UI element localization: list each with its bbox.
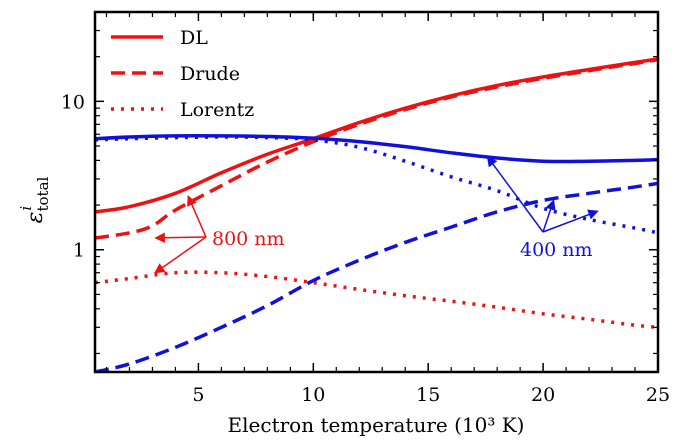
y-axis-label: εtotali <box>17 176 52 223</box>
series-line-lorentz-800nm <box>95 272 658 327</box>
x-axis-label: Electron temperature (10³ K) <box>228 413 525 437</box>
svg-text:εtotali: εtotali <box>17 176 52 223</box>
x-tick-label: 15 <box>416 384 440 406</box>
series-line-drude-800nm <box>95 60 658 238</box>
legend-label-lorentz: Lorentz <box>180 99 254 121</box>
x-tick-label: 10 <box>301 384 325 406</box>
annotation-arrow <box>155 237 206 238</box>
y-axis-label-subscript: total <box>34 176 52 211</box>
x-tick-label: 25 <box>646 384 670 406</box>
y-tick-label: 1 <box>73 240 85 262</box>
y-tick-label: 10 <box>61 91 85 113</box>
series-line-drude-400nm <box>95 183 658 372</box>
x-tick-label: 20 <box>531 384 555 406</box>
series-line-lorentz-400nm <box>95 137 658 233</box>
legend: DL Drude Lorentz <box>111 27 254 121</box>
legend-label-dl: DL <box>180 27 208 49</box>
x-tick-label: 5 <box>192 384 204 406</box>
annotation-arrow <box>155 237 206 273</box>
legend-label-drude: Drude <box>180 63 240 85</box>
y-axis-label-superscript: i <box>17 206 35 211</box>
series-line-dl-400nm <box>95 136 658 162</box>
annotation-arrow <box>543 211 598 232</box>
annotation-arrow <box>487 157 543 232</box>
annotation-arrow <box>543 200 554 232</box>
annotation-label: 800 nm <box>212 228 285 250</box>
annotation-label: 400 nm <box>520 239 593 261</box>
annotation-arrow <box>188 196 206 237</box>
y-axis-label-symbol: ε <box>23 212 48 224</box>
